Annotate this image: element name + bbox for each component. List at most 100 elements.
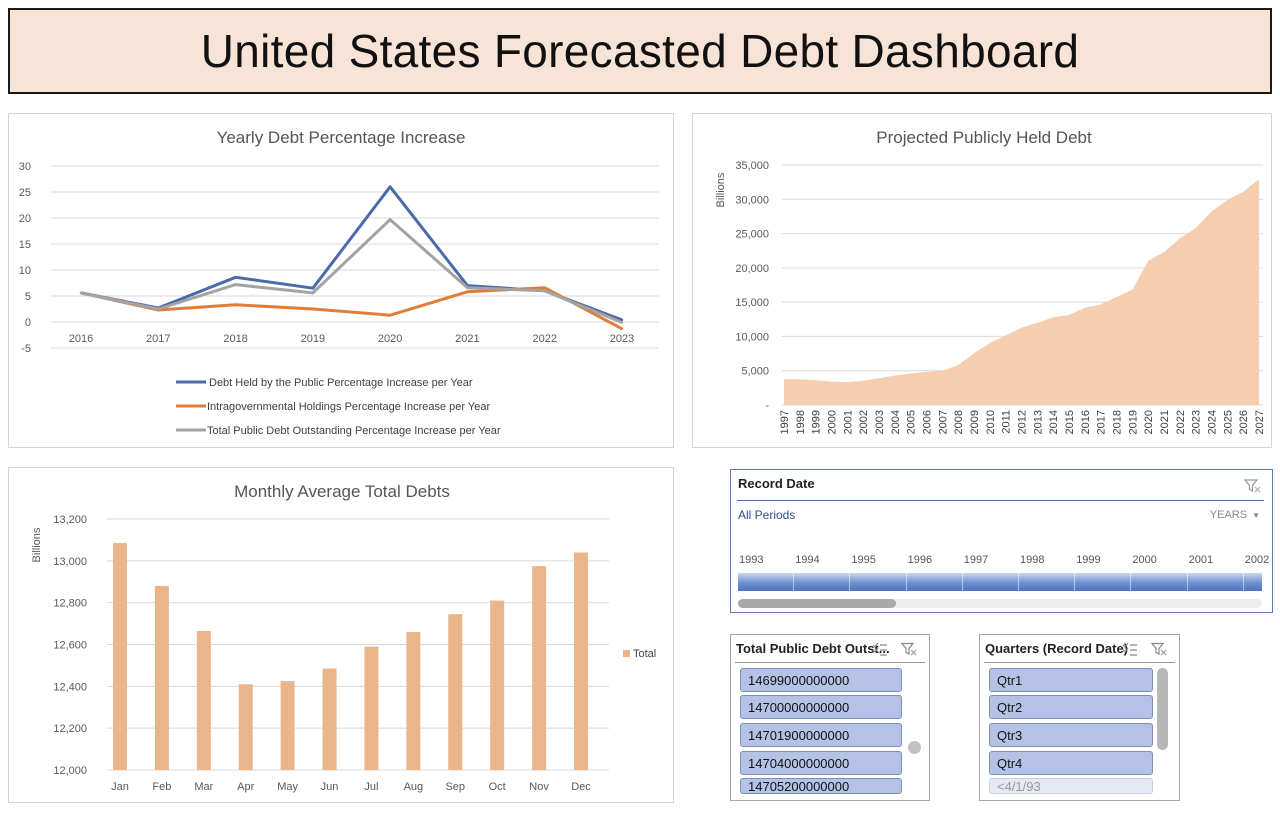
bar <box>448 614 463 770</box>
bar <box>532 566 547 770</box>
slicer-title: Total Public Debt Outst... <box>736 641 890 656</box>
bar <box>196 630 211 770</box>
x-tick-label: 1998 <box>795 410 807 434</box>
slicer-item[interactable]: 14705200000000 <box>740 778 902 794</box>
bar <box>113 543 127 770</box>
data-point <box>620 321 624 324</box>
timeline-year-label[interactable]: 2000 <box>1132 554 1157 566</box>
x-tick-label: 2020 <box>378 333 402 345</box>
timeline-selection-bar[interactable] <box>738 573 1262 591</box>
slicer-item[interactable]: Qtr4 <box>989 751 1153 775</box>
x-tick-label: 2001 <box>842 410 854 434</box>
y-tick-label: 5,000 <box>741 366 769 378</box>
projected-chart: Projected Publicly Held Debt Billions - 5,0… <box>715 128 1266 434</box>
timeline-year-labels: 1993 1994 1995 1996 1997 1998 1999 2000 2001 2002 <box>738 554 1269 568</box>
data-point <box>543 286 546 289</box>
slicer-scroll-thumb[interactable] <box>908 741 921 754</box>
x-tick-label: Jul <box>364 781 378 793</box>
bar <box>154 585 169 770</box>
timeline-year-label[interactable]: 1999 <box>1076 554 1101 566</box>
series-line <box>80 286 623 331</box>
timeline-year-label[interactable]: 1998 <box>1020 554 1045 566</box>
timeline-level-dropdown[interactable]: YEARS ▼ <box>1210 509 1260 521</box>
slicer-item[interactable]: 14704000000000 <box>740 751 902 775</box>
data-point <box>157 307 160 311</box>
x-tick-label: Oct <box>489 781 506 793</box>
x-tick-label: 2010 <box>985 410 997 434</box>
timeline-year-label[interactable]: 1993 <box>739 554 764 566</box>
slicer-item[interactable]: <4/1/93 <box>989 778 1153 794</box>
y-tick-label: 5 <box>25 291 31 303</box>
data-point <box>388 218 392 221</box>
series-line <box>80 185 623 322</box>
multi-select-icon[interactable] <box>1121 642 1138 657</box>
x-tick-label: 2011 <box>1001 410 1013 434</box>
x-tick-label: Jun <box>321 781 339 793</box>
x-tick-label: 2026 <box>1238 410 1250 434</box>
slicer-item[interactable]: 14700000000000 <box>740 695 902 719</box>
x-tick-label: 2006 <box>922 410 934 434</box>
timeline-scroll-thumb[interactable] <box>738 599 896 608</box>
x-tick-label: 2018 <box>1112 410 1124 434</box>
timeline-year-label[interactable]: 1996 <box>907 554 933 566</box>
timeline-year-label[interactable]: 1997 <box>963 554 989 566</box>
slicer-scrollbar[interactable] <box>1157 668 1168 750</box>
y-tick-label: - <box>765 400 769 412</box>
x-tick-label: 2008 <box>953 410 965 434</box>
chevron-down-icon: ▼ <box>1252 511 1260 520</box>
x-tick-label: 2007 <box>937 410 949 434</box>
y-tick-label: 12,000 <box>53 765 87 777</box>
x-tick-label: 2022 <box>532 333 556 345</box>
y-tick-label: 30,000 <box>735 194 769 206</box>
slicer-item[interactable]: 14701900000000 <box>740 723 902 747</box>
x-tick-label: 2009 <box>969 410 981 434</box>
y-tick-label: 15,000 <box>735 297 769 309</box>
bar <box>322 668 337 770</box>
data-point <box>466 290 469 294</box>
y-tick-label: 10 <box>19 265 31 277</box>
y-axis-label: Billions <box>715 172 727 207</box>
y-tick-label: 20,000 <box>735 263 769 275</box>
clear-filter-icon[interactable] <box>1151 642 1168 657</box>
record-date-timeline[interactable]: Record Date All Periods YEARS ▼ 1993 1994 1… <box>730 469 1273 613</box>
y-tick-label: 0 <box>25 317 31 329</box>
x-tick-label: 2015 <box>1064 410 1076 434</box>
slicer-item[interactable]: Qtr2 <box>989 695 1153 719</box>
timeline-scrollbar[interactable] <box>738 599 1262 608</box>
data-point <box>466 286 469 289</box>
y-tick-label: -5 <box>21 343 31 355</box>
clear-filter-icon[interactable] <box>901 642 918 657</box>
bar <box>238 684 253 770</box>
data-point <box>311 307 315 311</box>
clear-filter-icon[interactable] <box>1244 478 1262 494</box>
chart-title: Yearly Debt Percentage Increase <box>217 128 466 147</box>
yearly-chart: Yearly Debt Percentage Increase -5 0 5 10 15 2… <box>19 128 659 437</box>
x-tick-label: 2012 <box>1017 410 1029 434</box>
monthly-chart-panel: Monthly Average Total Debts Billions 12,00… <box>8 467 674 803</box>
x-tick-label: Feb <box>152 781 171 793</box>
x-tick-label: Mar <box>194 781 213 793</box>
timeline-year-label[interactable]: 1994 <box>795 554 820 566</box>
x-tick-label: Jan <box>111 781 129 793</box>
dashboard-banner: United States Forecasted Debt Dashboard <box>8 8 1272 94</box>
timeline-year-label[interactable]: 1995 <box>851 554 876 566</box>
bar <box>364 646 379 770</box>
legend-label: Total <box>633 648 656 660</box>
timeline-tick <box>1186 573 1188 591</box>
x-tick-label: 2019 <box>1127 410 1139 434</box>
x-tick-label: Apr <box>237 781 254 793</box>
y-tick-label: 12,200 <box>53 723 87 735</box>
slicer-divider <box>984 662 1175 663</box>
x-tick-label: 2017 <box>146 333 170 345</box>
timeline-year-label[interactable]: 2001 <box>1188 554 1214 566</box>
slicer-item[interactable]: Qtr3 <box>989 723 1153 747</box>
timeline-level-label: YEARS <box>1209 509 1248 521</box>
y-tick-label: 12,800 <box>53 598 87 610</box>
timeline-tick <box>1130 573 1132 591</box>
data-point <box>620 327 624 330</box>
multi-select-icon[interactable] <box>871 642 888 657</box>
timeline-year-label[interactable]: 2002 <box>1244 554 1270 566</box>
x-tick-label: 2023 <box>1191 410 1203 434</box>
slicer-item[interactable]: 14699000000000 <box>740 668 902 692</box>
slicer-item[interactable]: Qtr1 <box>989 668 1153 692</box>
